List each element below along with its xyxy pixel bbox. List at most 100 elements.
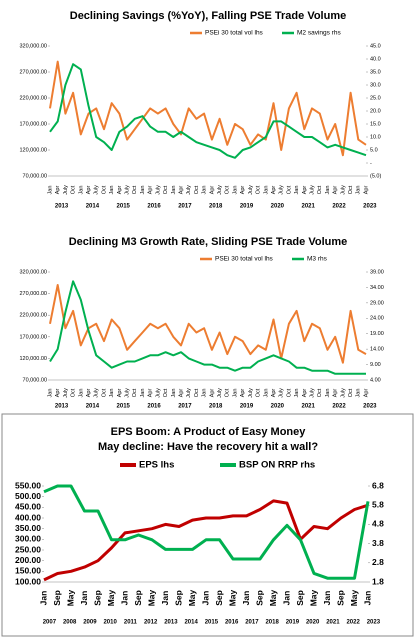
x-tick-label: May — [65, 589, 75, 606]
x-tick-label: Jan — [171, 186, 177, 195]
year-label: 2022 — [332, 204, 346, 210]
year-label: 2022 — [346, 620, 360, 626]
x-tick-label: Apr — [86, 186, 92, 195]
year-label: 2023 — [367, 620, 381, 626]
year-label: 2017 — [245, 620, 259, 626]
x-tick-label: Apr — [333, 186, 339, 195]
x-tick-label: Apr — [86, 389, 92, 398]
x-tick-label: Jan — [356, 186, 362, 195]
x-tick-label: July — [310, 185, 316, 195]
x-tick-label: July — [63, 185, 69, 195]
x-tick-label: Apr — [363, 186, 369, 195]
year-label: 2019 — [240, 404, 254, 410]
x-tick-label: Oct — [317, 388, 323, 397]
y2-tick-label: 3.8 — [372, 538, 384, 548]
x-tick-label: Jan — [78, 389, 84, 398]
year-label: 2013 — [55, 404, 69, 410]
x-tick-label: July — [155, 185, 161, 195]
legend-label: BSP ON RRP rhs — [239, 460, 315, 471]
x-tick-label: Jan — [47, 389, 53, 398]
x-tick-label: Apr — [271, 389, 277, 398]
x-tick-label: Jan — [79, 591, 89, 606]
y2-tick-label: 4.00 — [370, 377, 381, 383]
year-label: 2019 — [286, 620, 300, 626]
year-label: 2015 — [117, 204, 131, 210]
x-tick-label: Jan — [322, 591, 332, 606]
x-tick-label: July — [310, 388, 316, 398]
x-tick-label: Jan — [171, 389, 177, 398]
x-tick-label: Jan — [241, 591, 251, 606]
series-line — [49, 63, 367, 159]
y-tick-label: 100.00 — [15, 576, 41, 586]
x-tick-label: Jan — [362, 591, 372, 606]
x-tick-label: Apr — [148, 186, 154, 195]
y-tick-label: 270,000.00 — [19, 69, 47, 75]
x-tick-label: Sep — [52, 590, 62, 606]
x-tick-label: May — [349, 589, 359, 606]
y2-tick-label: 5.0 — [370, 147, 378, 153]
x-tick-label: Oct — [194, 185, 200, 194]
x-tick-label: July — [125, 388, 131, 398]
x-tick-label: July — [186, 388, 192, 398]
y2-tick-label: 40.0 — [370, 56, 381, 62]
y2-tick-label: 5.8 — [372, 499, 384, 509]
x-tick-label: Jan — [78, 186, 84, 195]
x-tick-label: May — [308, 589, 318, 606]
x-tick-label: Jan — [109, 186, 115, 195]
year-label: 2020 — [271, 204, 285, 210]
y-tick-label: 320,000.00 — [19, 269, 47, 275]
x-tick-label: Sep — [133, 590, 143, 606]
y-tick-label: 300.00 — [15, 534, 41, 544]
x-tick-label: Oct — [256, 388, 262, 397]
y2-tick-label: 1.8 — [372, 576, 384, 586]
x-tick-label: Jan — [202, 186, 208, 195]
y2-tick-label: 20.0 — [370, 108, 381, 114]
x-tick-label: Jan — [281, 591, 291, 606]
year-label: 2016 — [147, 404, 161, 410]
x-tick-label: Oct — [256, 185, 262, 194]
y2-tick-label: 2.8 — [372, 557, 384, 567]
x-tick-label: July — [125, 185, 131, 195]
series-line — [43, 484, 370, 580]
year-label: 2022 — [332, 404, 346, 410]
x-tick-label: Oct — [132, 388, 138, 397]
x-tick-label: Oct — [225, 388, 231, 397]
x-tick-label: July — [63, 388, 69, 398]
y2-tick-label: 35.0 — [370, 69, 381, 75]
x-tick-label: Oct — [71, 185, 77, 194]
x-tick-label: Jan — [232, 389, 238, 398]
x-tick-label: Apr — [55, 186, 61, 195]
x-tick-label: Oct — [225, 185, 231, 194]
chart-title: EPS Boom: A Product of Easy Money — [111, 426, 307, 438]
x-tick-label: Oct — [348, 388, 354, 397]
y-tick-label: 170,000.00 — [19, 334, 47, 340]
year-label: 2014 — [184, 620, 198, 626]
x-tick-label: Oct — [101, 388, 107, 397]
year-label: 2018 — [265, 620, 279, 626]
y-tick-label: 220,000.00 — [19, 313, 47, 319]
x-tick-label: July — [186, 185, 192, 195]
y-tick-label: 70,000.00 — [23, 173, 47, 179]
x-tick-label: July — [94, 388, 100, 398]
x-tick-label: Jan — [325, 186, 331, 195]
year-label: 2017 — [178, 404, 192, 410]
series-line — [49, 284, 367, 364]
year-label: 2021 — [302, 404, 316, 410]
x-tick-label: Oct — [194, 388, 200, 397]
year-label: 2013 — [55, 204, 69, 210]
x-tick-label: Apr — [209, 389, 215, 398]
x-tick-label: Apr — [178, 389, 184, 398]
x-tick-label: Sep — [214, 590, 224, 606]
y-tick-label: 120,000.00 — [19, 147, 47, 153]
x-tick-label: Apr — [240, 186, 246, 195]
y2-tick-label: 34.00 — [370, 285, 384, 291]
x-tick-label: Apr — [117, 389, 123, 398]
y-tick-label: 200.00 — [15, 555, 41, 565]
x-tick-label: Apr — [178, 186, 184, 195]
y2-tick-label: 45.0 — [370, 43, 381, 49]
x-tick-label: Jan — [47, 186, 53, 195]
year-label: 2018 — [209, 404, 223, 410]
y-tick-label: 150.00 — [15, 566, 41, 576]
y-tick-label: 250.00 — [15, 544, 41, 554]
x-tick-label: July — [217, 185, 223, 195]
